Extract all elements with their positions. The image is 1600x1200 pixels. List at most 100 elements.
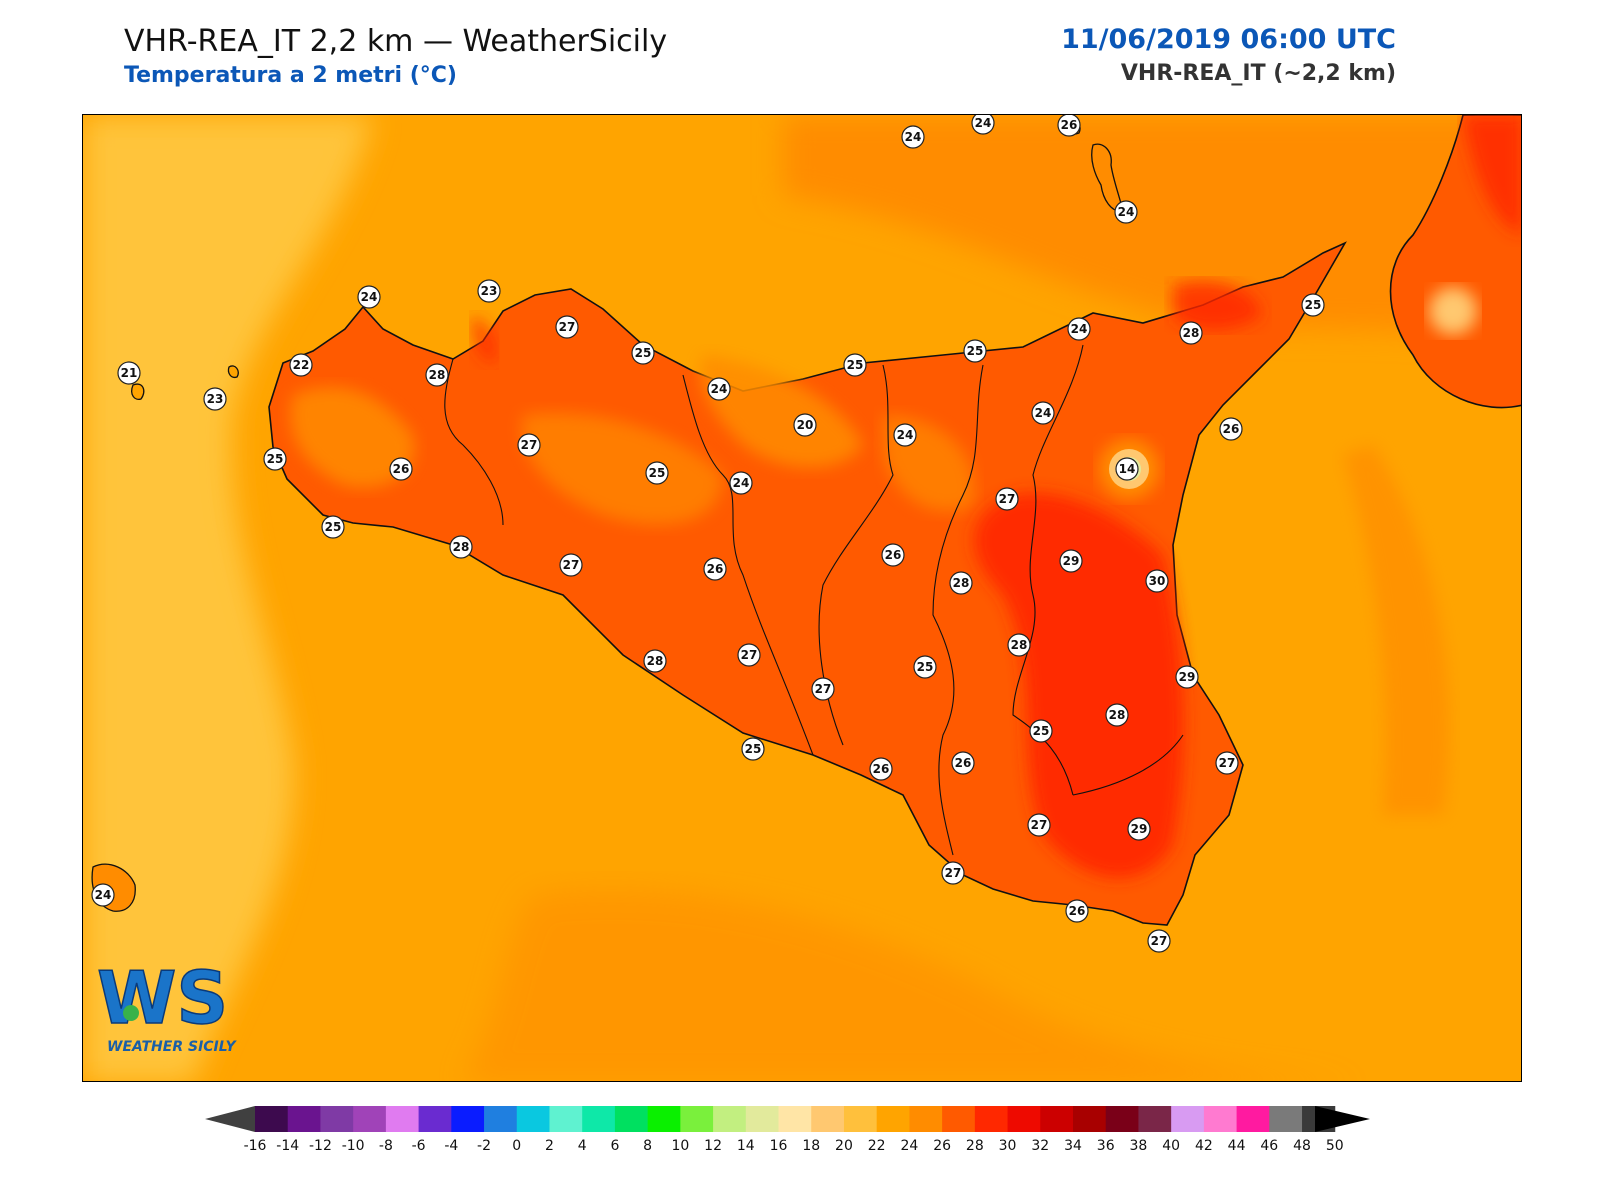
station-marker: [901, 125, 925, 149]
station-value: 27: [1151, 934, 1168, 948]
station-marker: [881, 543, 905, 567]
temperature-map[interactable]: 24 24 26 24 24 23 27 25 25 25 24 28 25 21 22 28 23 24 20 24…: [83, 115, 1522, 1082]
colorbar-tick-label: 24: [900, 1138, 918, 1154]
colorbar-cell: [1269, 1106, 1303, 1132]
station-marker: [117, 361, 141, 385]
station-marker: [1127, 817, 1151, 841]
station-value: 27: [815, 682, 832, 696]
colorbar-tick-label: 2: [545, 1138, 554, 1154]
colorbar-cell: [255, 1106, 289, 1132]
colorbar-cell: [811, 1106, 845, 1132]
colorbar-tick-label: 38: [1130, 1138, 1148, 1154]
station-marker: [949, 571, 973, 595]
colorbar-cell: [353, 1106, 387, 1132]
model-label: VHR-REA_IT (~2,2 km): [1120, 61, 1396, 86]
station-value: 26: [955, 756, 972, 770]
colorbar-cell: [516, 1106, 550, 1132]
station-marker: [645, 461, 669, 485]
inland-cool-2: [521, 413, 723, 525]
station-value: 27: [999, 492, 1016, 506]
east-sea-warm: [783, 115, 1521, 345]
station-value: 26: [1223, 422, 1240, 436]
colorbar-tick-label: 20: [835, 1138, 853, 1154]
station-marker: [893, 423, 917, 447]
colorbar-cell: [451, 1106, 485, 1132]
inland-cool-3: [700, 355, 863, 468]
colorbar-tick-label: 22: [868, 1138, 886, 1154]
map-frame[interactable]: 24 24 26 24 24 23 27 25 25 25 24 28 25 21 22 28 23 24 20 24…: [82, 114, 1522, 1082]
station-marker: [811, 677, 835, 701]
colorbar-tick-label: 44: [1228, 1138, 1246, 1154]
station-marker: [741, 737, 765, 761]
station-marker: [913, 655, 937, 679]
station-value: 25: [847, 358, 864, 372]
station-value: 26: [1069, 904, 1086, 918]
colorbar-tick-label: -6: [412, 1138, 426, 1154]
logo-letters: WS: [97, 956, 228, 1040]
logo-name: WEATHER SICILY: [107, 1039, 238, 1055]
station-marker: [643, 649, 667, 673]
colorbar-cell: [876, 1106, 910, 1132]
colorbar: -16 -14 -12 -10 -8 -6 -4 -2 0 2 4 6 8 10 12 14 16 18 20 22 2…: [205, 1106, 1370, 1154]
island-ustica: [227, 365, 239, 379]
station-value: 29: [1179, 670, 1196, 684]
colorbar-cell: [484, 1106, 518, 1132]
colorbar-tick-label: 0: [512, 1138, 521, 1154]
colorbar-cell: [1105, 1106, 1139, 1132]
island-egadi: [131, 383, 145, 401]
station-value: 27: [521, 438, 538, 452]
station-value: 23: [481, 284, 498, 298]
station-value: 29: [1063, 554, 1080, 568]
station-value: 28: [1011, 638, 1028, 652]
inland-cool-1: [290, 387, 415, 488]
station-value: 26: [393, 462, 410, 476]
station-marker: [263, 447, 287, 471]
station-marker: [793, 413, 817, 437]
colorbar-low-arrow: [205, 1106, 255, 1132]
station-value: 28: [953, 576, 970, 590]
station-marker: [631, 341, 655, 365]
colorbar-labels: -16 -14 -12 -10 -8 -6 -4 -2 0 2 4 6 8 10 12 14 16 18 20 22 2…: [244, 1138, 1344, 1154]
colorbar-cell: [680, 1106, 714, 1132]
station-value: 24: [1035, 406, 1052, 420]
station-marker: [941, 861, 965, 885]
colorbar-tick-label: -16: [244, 1138, 267, 1154]
station-value: 26: [885, 548, 902, 562]
colorbar-cell: [287, 1106, 321, 1132]
colorbar-cell: [418, 1106, 452, 1132]
colorbar-cell: [1171, 1106, 1205, 1132]
colorbar-tick-label: 16: [770, 1138, 788, 1154]
station-marker: [477, 279, 501, 303]
station-value: 24: [1118, 205, 1135, 219]
weathersicily-logo: WS WEATHER SICILY: [96, 955, 238, 1055]
valid-datetime: 11/06/2019 06:00 UTC: [1061, 24, 1396, 55]
colorbar-tick-label: 18: [802, 1138, 820, 1154]
station-marker: [1027, 813, 1051, 837]
colorbar-cell: [974, 1106, 1009, 1132]
station-marker: [1031, 401, 1055, 425]
colorbar-cell: [1073, 1106, 1107, 1132]
station-marker: [1059, 549, 1083, 573]
colorbar-tick-label: 28: [966, 1138, 984, 1154]
colorbar-tick-label: 34: [1064, 1138, 1082, 1154]
colorbar-tick-label: 48: [1293, 1138, 1311, 1154]
station-marker: [1179, 321, 1203, 345]
station-marker: [1029, 719, 1053, 743]
station-marker: [559, 553, 583, 577]
colorbar-tick-label: -10: [342, 1138, 365, 1154]
station-value: 28: [453, 540, 470, 554]
station-marker: [703, 557, 727, 581]
station-marker: [1065, 899, 1089, 923]
station-marker: [517, 433, 541, 457]
colorbar-tick-label: 40: [1162, 1138, 1180, 1154]
colorbar-tick-label: 42: [1195, 1138, 1213, 1154]
station-marker: [1219, 417, 1243, 441]
station-value: 27: [563, 558, 580, 572]
station-marker: [1057, 115, 1081, 137]
station-value: 25: [745, 742, 762, 756]
station-value: 24: [711, 382, 728, 396]
station-value: 24: [975, 116, 992, 130]
station-value: 14: [1119, 462, 1136, 476]
header-right: 11/06/2019 06:00 UTC VHR-REA_IT (~2,2 km…: [1061, 24, 1396, 86]
hot-zone-north: [1173, 281, 1263, 330]
